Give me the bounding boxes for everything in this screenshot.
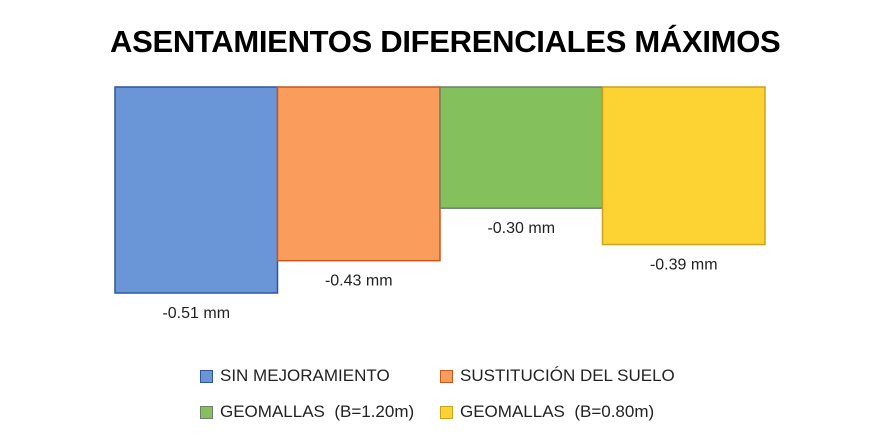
legend-row: SIN MEJORAMIENTO SUSTITUCIÓN DEL SUELO: [200, 362, 720, 390]
legend-swatch: [200, 405, 213, 419]
bar-3: [601, 86, 766, 246]
legend-row: GEOMALLAS (B=1.20m) GEOMALLAS (B=0.80m): [200, 398, 720, 426]
legend-swatch: [200, 369, 213, 383]
bar-0: [114, 86, 279, 294]
legend-item-geomallas-080: GEOMALLAS (B=0.80m): [440, 402, 654, 422]
legend-label: GEOMALLAS (B=1.20m): [220, 402, 415, 421]
data-label-0: -0.51 mm: [162, 305, 230, 322]
bar-1: [276, 86, 441, 262]
data-label-3: -0.39 mm: [650, 257, 718, 274]
legend: SIN MEJORAMIENTO SUSTITUCIÓN DEL SUELO G…: [200, 362, 720, 434]
legend-item-sin-mejoramiento: SIN MEJORAMIENTO: [200, 366, 440, 386]
legend-swatch: [440, 369, 453, 383]
legend-label: SUSTITUCIÓN DEL SUELO: [460, 366, 675, 385]
legend-swatch: [440, 405, 453, 419]
legend-item-geomallas-120: GEOMALLAS (B=1.20m): [200, 402, 440, 422]
legend-item-sustitucion-del-suelo: SUSTITUCIÓN DEL SUELO: [440, 366, 675, 386]
data-label-1: -0.43 mm: [325, 273, 393, 290]
bar-plot-area: -0.51 mm -0.43 mm -0.30 mm -0.39 mm: [114, 86, 766, 322]
chart-title: ASENTAMIENTOS DIFERENCIALES MÁXIMOS: [110, 24, 781, 59]
legend-label: GEOMALLAS (B=0.80m): [460, 402, 655, 421]
data-label-2: -0.30 mm: [487, 220, 555, 237]
bar-2: [439, 86, 604, 209]
legend-label: SIN MEJORAMIENTO: [220, 366, 390, 385]
